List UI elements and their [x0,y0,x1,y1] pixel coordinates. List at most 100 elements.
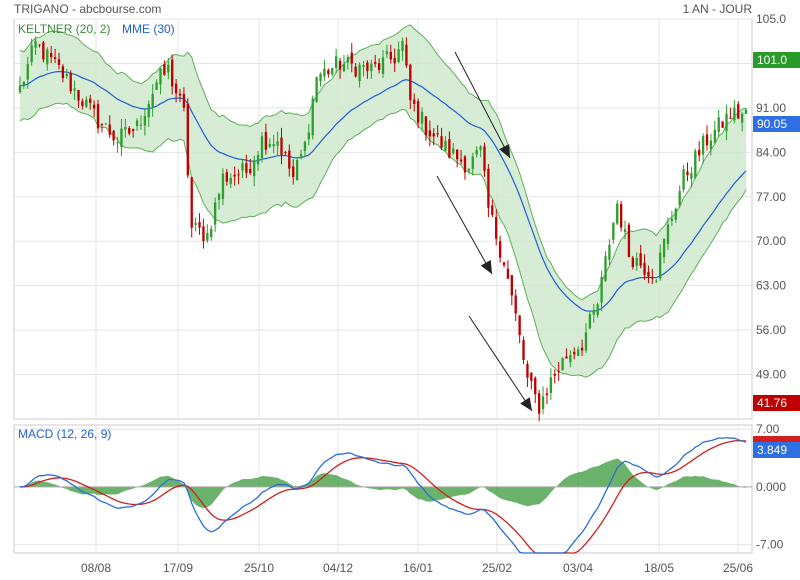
candle-body [729,117,732,119]
candle-body [89,98,92,103]
candle-body [502,262,506,266]
candle-body [413,99,416,104]
candle-body [467,168,471,171]
candle-body [530,372,533,381]
candle-body [694,150,697,178]
candle-body [61,66,65,79]
candle-body [210,228,213,238]
candle-body [416,101,420,123]
candle-body [592,310,595,315]
candle-body [194,223,197,225]
candle-body [569,354,572,363]
y-tick-label: 105.0 [756,12,786,26]
candle-body [178,93,182,96]
candle-body [381,57,385,74]
candle-body [171,59,174,87]
candle-body [342,63,346,72]
x-tick-label: 16/01 [403,561,433,575]
candle-body [725,113,728,131]
candle-body [299,154,303,157]
candle-body [635,258,638,266]
x-tick-label: 03/04 [563,561,593,575]
candle-body [389,51,392,60]
y-tick-label: 84.00 [756,145,786,159]
candle-body [354,66,357,77]
candle-body [701,136,705,155]
candle-body [334,56,338,68]
chart-period: 1 AN - JOUR [683,2,753,16]
candle-body [116,142,119,144]
candle-body [69,72,72,92]
candle-body [463,156,467,173]
candle-body [26,63,29,80]
candle-body [643,262,646,275]
candle-body [139,124,143,126]
candle-body [38,44,41,46]
candle-body [167,64,170,73]
candle-body [397,49,400,63]
arrow-head [499,144,510,158]
ema-line [19,70,747,312]
candle-body [241,163,244,171]
candle-body [577,349,580,356]
candle-body [600,276,603,303]
candle-body [338,60,342,70]
candle-body [393,57,396,64]
candle-body [432,133,435,137]
macd-line [19,436,747,554]
candle-body [198,222,201,228]
legend-mme: MME (30) [122,22,175,36]
candle-body [202,226,205,242]
candle-body [108,124,111,135]
candle-body [678,191,681,206]
candle-body [350,52,353,64]
arrow-head [480,260,492,274]
candle-body [34,40,37,48]
candle-body [346,56,350,63]
candle-body [213,202,217,225]
candle-body [487,168,490,208]
candle-body [428,130,432,137]
candle-body [495,217,498,239]
y-tick-label: 49.00 [756,368,786,382]
candle-body [698,149,701,156]
candle-body [186,103,189,176]
legend-macd: MACD (12, 26, 9) [18,427,111,441]
x-tick-label: 18/05 [644,561,674,575]
candle-body [256,155,260,165]
candle-body [327,70,330,75]
y-tick-label: 63.00 [756,279,786,293]
candle-body [459,159,463,162]
candle-body [541,396,545,409]
candle-body [506,268,510,279]
candle-body [385,51,389,55]
candle-body [174,83,178,94]
candle-body [112,130,115,141]
candle-body [623,229,627,232]
candle-body [666,224,670,244]
candle-body [483,146,486,171]
candle-body [100,124,104,126]
candle-body [237,174,240,176]
price-tag-high-bg [753,52,800,68]
y-tick-label: 91.00 [756,101,786,115]
candle-body [370,63,373,72]
arrow-line [436,175,493,275]
chart-source-title: TRIGANO - abcbourse.com [14,2,161,16]
candle-body [50,53,53,58]
candle-body [405,44,408,66]
candle-body [143,116,147,126]
candle-body [131,129,135,131]
candle-body [233,174,236,177]
candle-body [713,129,716,143]
candle-body [518,315,521,336]
y-tick-label: 70.00 [756,234,786,248]
candle-body [565,356,568,359]
x-tick-label: 25/10 [244,561,274,575]
candle-body [104,123,108,125]
macd-tag-last: 3.849 [757,443,787,457]
arrow-line [454,51,511,159]
candle-body [424,116,428,136]
candle-body [436,133,439,135]
candle-body [206,233,209,241]
